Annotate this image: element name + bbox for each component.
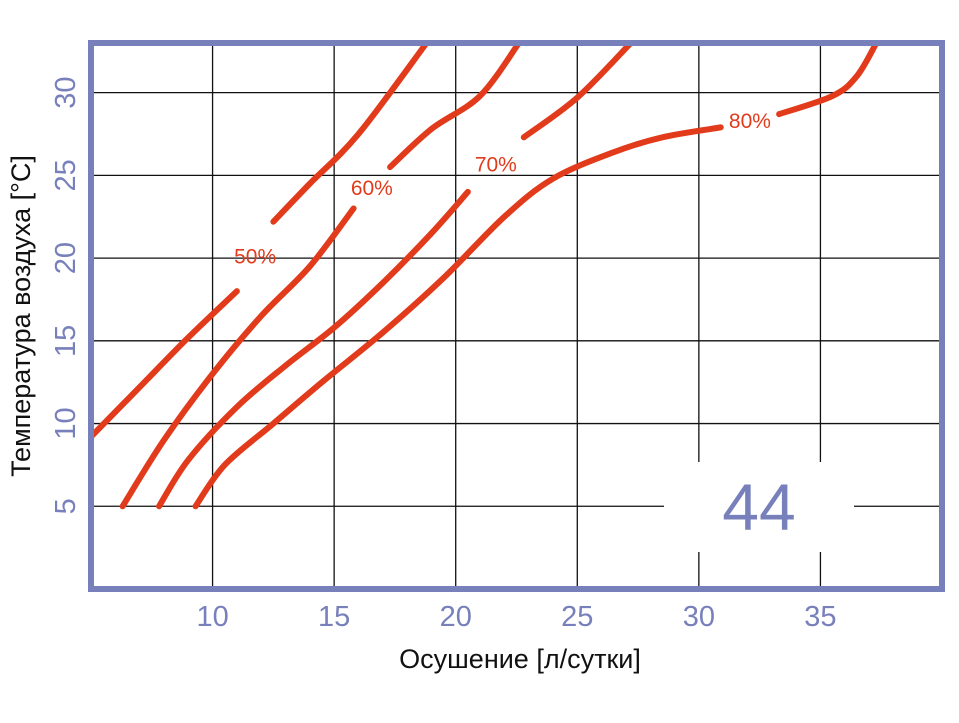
y-axis-title: Температура воздуха [°C] xyxy=(6,155,36,477)
curve-70-percent xyxy=(520,40,634,141)
x-axis-title: Осушение [л/сутки] xyxy=(399,644,641,674)
curve-50-percent xyxy=(270,40,430,225)
curve-label: 70% xyxy=(475,154,517,177)
curve-label: 60% xyxy=(351,177,393,200)
y-axis-ticks: 5 10 15 20 25 30 xyxy=(50,77,82,515)
y-tick-label: 20 xyxy=(50,242,82,274)
curve-80-percent xyxy=(192,124,724,510)
x-tick-label: 25 xyxy=(561,601,593,633)
model-label: 44 xyxy=(722,470,795,544)
curve-label: 80% xyxy=(729,110,771,133)
curve-60-percent xyxy=(119,205,357,510)
y-tick-label: 10 xyxy=(50,407,82,439)
y-tick-label: 15 xyxy=(50,325,82,357)
y-tick-label: 30 xyxy=(50,77,82,109)
curve-50-percent xyxy=(88,288,240,440)
x-tick-label: 30 xyxy=(683,601,715,633)
x-tick-label: 15 xyxy=(318,601,350,633)
y-tick-label: 5 xyxy=(50,498,82,514)
x-tick-label: 35 xyxy=(804,601,836,633)
curve-label: 50% xyxy=(234,245,276,268)
x-axis-ticks: 10 15 20 25 30 35 xyxy=(196,601,836,633)
x-tick-label: 10 xyxy=(196,601,228,633)
y-tick-label: 25 xyxy=(50,159,82,191)
humidity-curves xyxy=(88,40,880,510)
x-tick-label: 20 xyxy=(440,601,472,633)
curve-labels: 50% 60% 70% 80% xyxy=(234,110,771,269)
curve-60-percent xyxy=(387,40,522,171)
grid xyxy=(91,43,942,589)
curve-70-percent xyxy=(156,188,471,510)
plot-frame xyxy=(88,40,945,592)
model-label-background xyxy=(664,462,854,552)
curve-80-percent xyxy=(776,40,880,118)
